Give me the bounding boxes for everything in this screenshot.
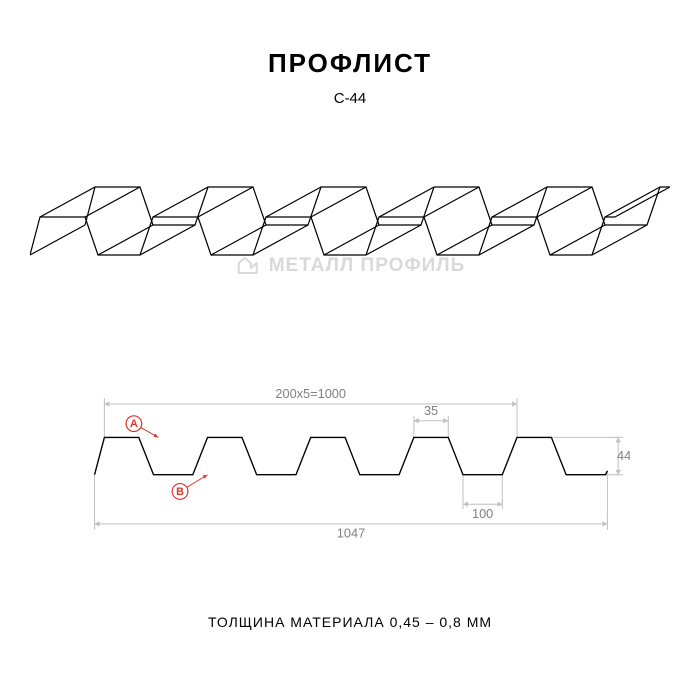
svg-text:100: 100 <box>472 506 493 521</box>
svg-text:A: A <box>130 418 138 430</box>
cross-section-view: 200x5=1000 35 100 1047 44 A B <box>70 370 630 550</box>
svg-text:B: B <box>176 486 184 498</box>
svg-text:44: 44 <box>617 448 630 463</box>
model-code: C-44 <box>0 90 700 107</box>
profile-outline <box>95 437 608 474</box>
svg-text:200x5=1000: 200x5=1000 <box>275 386 346 401</box>
svg-text:1047: 1047 <box>337 526 365 541</box>
isometric-view <box>30 150 670 320</box>
svg-text:35: 35 <box>424 403 438 418</box>
page: ПРОФЛИСТ C-44 МЕТАЛЛ ПРОФИЛЬ 200x5=10003… <box>0 0 700 700</box>
page-title: ПРОФЛИСТ <box>0 48 700 79</box>
material-thickness: ТОЛЩИНА МАТЕРИАЛА 0,45 – 0,8 ММ <box>0 614 700 630</box>
